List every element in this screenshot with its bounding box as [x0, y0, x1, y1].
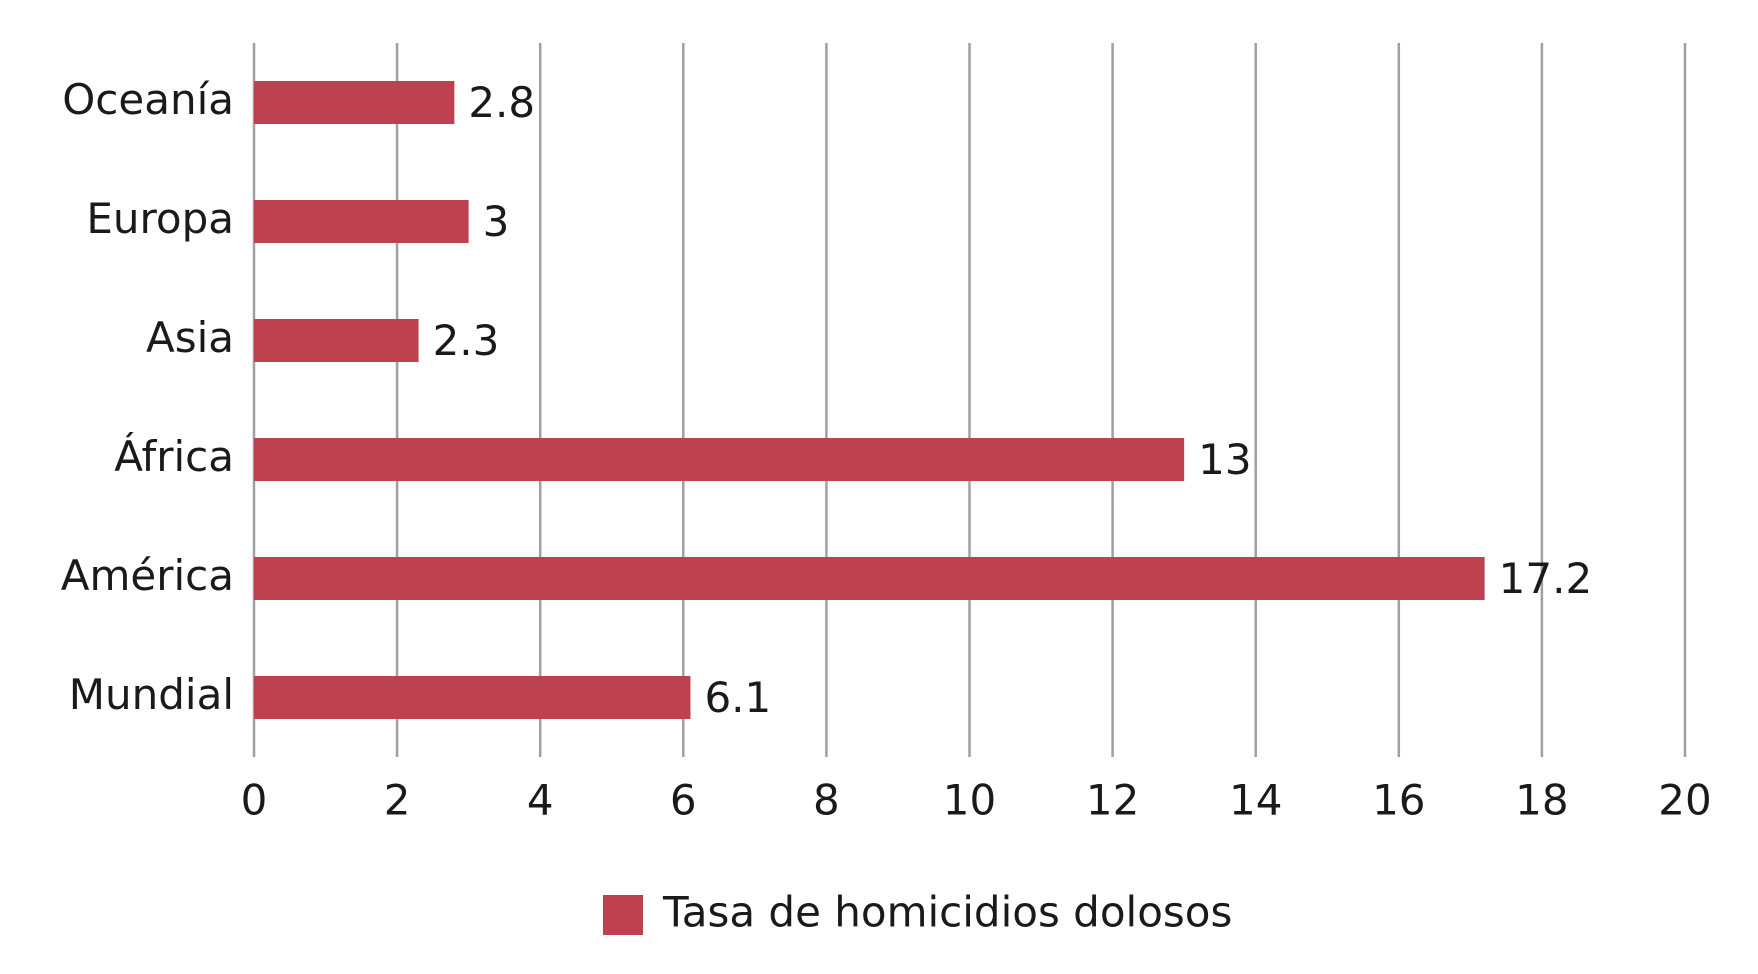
x-tick-label: 12	[1086, 776, 1139, 825]
y-tick-label: Asia	[146, 313, 234, 362]
y-tick-label: África	[114, 431, 234, 481]
x-tick-label: 6	[670, 776, 697, 825]
x-tick-label: 4	[527, 776, 554, 825]
data-label: 2.3	[433, 316, 500, 365]
bar	[254, 200, 469, 243]
legend-swatch	[603, 895, 643, 935]
data-label: 13	[1198, 435, 1251, 484]
data-label: 3	[483, 197, 510, 246]
y-tick-label: Europa	[86, 194, 234, 243]
data-label: 17.2	[1499, 554, 1593, 603]
y-tick-label: América	[61, 551, 234, 600]
x-tick-label: 0	[241, 776, 268, 825]
x-tick-label: 16	[1372, 776, 1425, 825]
legend-label: Tasa de homicidios dolosos	[662, 888, 1232, 937]
x-tick-label: 10	[943, 776, 996, 825]
data-label: 2.8	[468, 78, 535, 127]
x-tick-label: 14	[1229, 776, 1282, 825]
y-tick-label: Mundial	[69, 670, 234, 719]
x-tick-label: 20	[1658, 776, 1711, 825]
bar	[254, 319, 419, 362]
bar	[254, 438, 1185, 481]
data-label: 6.1	[704, 673, 771, 722]
bar	[254, 676, 691, 719]
x-tick-label: 2	[384, 776, 411, 825]
x-tick-label: 8	[813, 776, 840, 825]
bar	[254, 557, 1485, 600]
y-tick-label: Oceanía	[62, 75, 234, 124]
x-tick-label: 18	[1515, 776, 1568, 825]
bar	[254, 81, 455, 124]
